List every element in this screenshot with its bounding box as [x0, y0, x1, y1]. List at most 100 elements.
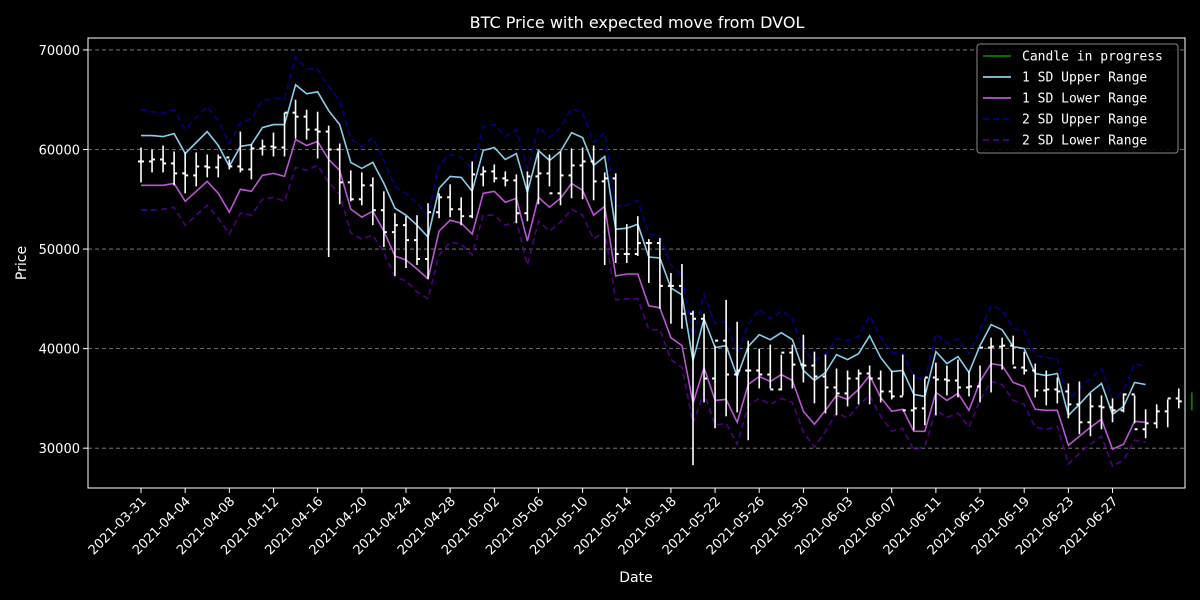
candle [1021, 351, 1028, 375]
candle [1076, 381, 1083, 435]
candle [1043, 370, 1050, 406]
candle [546, 154, 553, 195]
candle [314, 111, 321, 159]
candle [458, 197, 465, 226]
candle [690, 310, 696, 466]
candle [1175, 388, 1182, 409]
chart-title: BTC Price with expected move from DVOL [470, 13, 805, 32]
legend: Candle in progress 1 SD Upper Range 1 SD L… [976, 43, 1179, 154]
candle [833, 368, 840, 416]
candle [248, 144, 255, 180]
candle [579, 147, 586, 200]
candle [469, 161, 476, 219]
candle [259, 139, 266, 156]
grid-lines [88, 49, 1185, 449]
candle [171, 151, 178, 186]
candle [215, 154, 222, 178]
candle [954, 359, 961, 398]
candle [237, 131, 244, 173]
candle [866, 365, 873, 405]
candle [999, 337, 1006, 370]
candle [491, 164, 498, 183]
candle [899, 354, 906, 412]
candle [270, 132, 277, 157]
legend-label: 2 SD Upper Range [1022, 113, 1147, 128]
candle [1032, 363, 1039, 398]
candle [656, 238, 663, 309]
candle [701, 313, 708, 403]
candle [436, 193, 443, 219]
candle [943, 365, 950, 396]
legend-label: 1 SD Upper Range [1022, 71, 1147, 86]
y-tick-label: 40000 [39, 343, 80, 358]
candle [877, 370, 884, 403]
candle [347, 170, 354, 202]
candle [1054, 377, 1061, 404]
candle [1142, 409, 1149, 439]
y-axis-ticks: 30000 40000 50000 60000 70000 [39, 44, 88, 457]
series-line-2-sd-lower-range [141, 164, 1146, 468]
candle [932, 362, 939, 416]
candle [623, 224, 630, 263]
candle [502, 171, 509, 187]
candle [1087, 393, 1094, 437]
candle [369, 177, 376, 226]
series-line-2-sd-upper-range [140, 55, 1146, 404]
candle [480, 166, 487, 187]
plot-frame [87, 37, 1186, 489]
candle [977, 346, 984, 403]
candle [844, 370, 851, 407]
candle [193, 152, 200, 187]
candle [325, 125, 332, 258]
candle [425, 203, 432, 279]
candle [723, 299, 730, 417]
candle [1120, 393, 1127, 413]
candle [568, 148, 575, 199]
candle [149, 149, 156, 173]
candle [204, 154, 211, 178]
legend-label: 2 SD Lower Range [1022, 134, 1147, 149]
candle [822, 354, 829, 414]
y-tick-label: 30000 [39, 442, 80, 457]
candle [734, 321, 741, 413]
candle [601, 172, 608, 265]
candle [1109, 398, 1116, 423]
candle [160, 145, 167, 173]
candle [138, 147, 144, 183]
candle [303, 109, 310, 140]
candle [524, 171, 531, 222]
candle [645, 239, 652, 283]
y-tick-label: 60000 [39, 144, 80, 159]
candle [789, 344, 796, 389]
candle [1098, 395, 1105, 430]
candle [380, 191, 387, 248]
candle [910, 374, 917, 431]
candle [1131, 393, 1138, 431]
candle [358, 172, 365, 206]
candle [756, 348, 763, 389]
candle [535, 152, 542, 205]
candle [402, 216, 409, 268]
candle [336, 143, 343, 205]
candle [712, 339, 719, 429]
legend-box [976, 43, 1179, 154]
candle [557, 151, 564, 206]
candles-layer [138, 99, 1193, 466]
candle [855, 369, 862, 405]
candle [1153, 404, 1160, 429]
candle [634, 216, 641, 257]
candle [447, 184, 454, 218]
y-tick-label: 70000 [39, 44, 80, 59]
candle [745, 340, 752, 441]
candle [182, 152, 189, 194]
legend-label: Candle in progress [1022, 50, 1163, 65]
candle [226, 156, 233, 170]
candle [1164, 397, 1171, 428]
candle [778, 351, 785, 391]
candle [590, 145, 597, 201]
candle [988, 337, 995, 393]
candle [1065, 383, 1072, 419]
y-axis-label: Price [14, 246, 30, 280]
candle [966, 371, 972, 397]
